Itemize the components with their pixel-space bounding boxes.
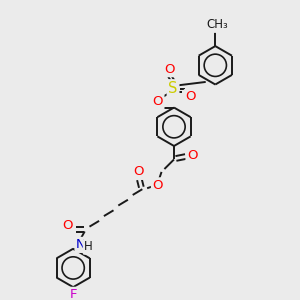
Text: O: O — [185, 91, 196, 103]
Text: H: H — [84, 240, 93, 253]
Text: S: S — [168, 81, 178, 96]
Text: O: O — [164, 63, 175, 76]
Text: O: O — [152, 95, 163, 108]
Text: O: O — [133, 165, 144, 178]
Text: CH₃: CH₃ — [206, 19, 228, 32]
Text: O: O — [62, 219, 73, 232]
Text: O: O — [152, 179, 163, 192]
Text: O: O — [187, 149, 197, 162]
Text: F: F — [69, 288, 77, 300]
Text: N: N — [76, 238, 86, 251]
